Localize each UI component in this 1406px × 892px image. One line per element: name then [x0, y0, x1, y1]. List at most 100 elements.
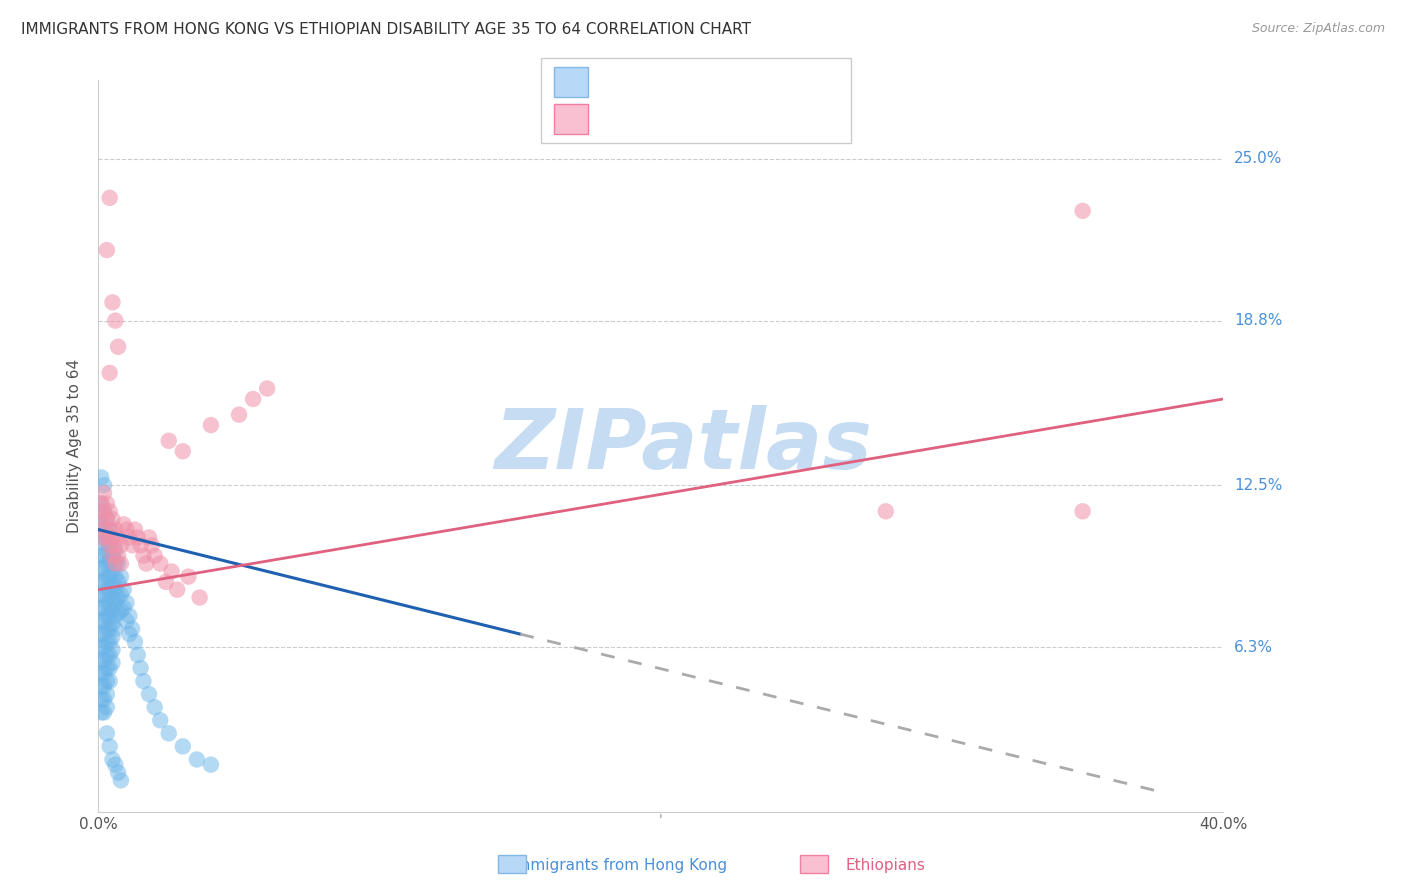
Point	[93, 627, 115, 641]
Point	[110, 588, 132, 602]
Point	[96, 557, 118, 571]
Point	[242, 392, 264, 406]
Point	[90, 601, 112, 615]
Point	[90, 692, 112, 706]
Point	[121, 622, 143, 636]
Point	[104, 523, 127, 537]
Point	[101, 549, 124, 563]
Text: 6.3%: 6.3%	[1234, 640, 1274, 655]
Point	[256, 382, 278, 396]
Point	[98, 523, 121, 537]
Point	[96, 635, 118, 649]
Point	[138, 530, 160, 544]
Point	[166, 582, 188, 597]
Point	[93, 614, 115, 628]
Point	[101, 565, 124, 579]
Point	[98, 366, 121, 380]
Point	[96, 674, 118, 689]
Point	[118, 627, 141, 641]
Point	[115, 614, 138, 628]
Point	[98, 648, 121, 662]
Point	[112, 517, 135, 532]
Point	[177, 569, 200, 583]
Point	[129, 661, 152, 675]
Point	[104, 608, 127, 623]
Point	[118, 530, 141, 544]
Text: -0.399: -0.399	[628, 74, 683, 89]
Point	[90, 496, 112, 510]
Point	[110, 538, 132, 552]
Point	[90, 666, 112, 681]
Text: 18.8%: 18.8%	[1234, 313, 1282, 328]
Point	[157, 726, 180, 740]
Point	[93, 588, 115, 602]
Point	[1071, 203, 1094, 218]
Y-axis label: Disability Age 35 to 64: Disability Age 35 to 64	[67, 359, 83, 533]
Text: R =: R =	[598, 74, 631, 89]
Point	[93, 601, 115, 615]
Point	[98, 661, 121, 675]
Point	[112, 601, 135, 615]
Point	[101, 752, 124, 766]
Point	[104, 543, 127, 558]
Point	[93, 549, 115, 563]
Point	[200, 418, 222, 433]
Point	[138, 687, 160, 701]
Point	[96, 648, 118, 662]
Point	[96, 569, 118, 583]
Point	[101, 295, 124, 310]
Text: 58: 58	[731, 112, 752, 127]
Point	[96, 726, 118, 740]
Point	[149, 557, 172, 571]
Point	[875, 504, 897, 518]
Point	[135, 557, 157, 571]
Point	[93, 692, 115, 706]
Point	[127, 648, 149, 662]
Point	[96, 608, 118, 623]
Point	[101, 630, 124, 644]
Text: N =: N =	[703, 112, 737, 127]
Point	[118, 608, 141, 623]
Point	[93, 535, 115, 549]
Point	[98, 596, 121, 610]
Text: Source: ZipAtlas.com: Source: ZipAtlas.com	[1251, 22, 1385, 36]
Point	[127, 530, 149, 544]
Point	[90, 562, 112, 576]
Point	[104, 569, 127, 583]
Point	[90, 530, 112, 544]
Point	[93, 504, 115, 518]
Point	[98, 622, 121, 636]
Point	[115, 596, 138, 610]
Point	[101, 577, 124, 591]
Point	[121, 538, 143, 552]
Point	[101, 530, 124, 544]
Point	[98, 538, 121, 552]
Point	[90, 653, 112, 667]
Point	[107, 557, 129, 571]
Point	[98, 191, 121, 205]
Text: 105: 105	[731, 74, 763, 89]
Point	[101, 591, 124, 605]
Point	[124, 635, 146, 649]
Point	[90, 679, 112, 693]
Point	[96, 622, 118, 636]
Point	[107, 549, 129, 563]
Point	[172, 444, 194, 458]
Point	[155, 574, 177, 589]
Point	[90, 470, 112, 484]
Point	[110, 773, 132, 788]
Point	[115, 523, 138, 537]
Point	[90, 640, 112, 655]
Point	[101, 642, 124, 657]
Point	[188, 591, 211, 605]
Point	[98, 504, 121, 518]
Point	[101, 549, 124, 563]
Point	[110, 604, 132, 618]
Point	[93, 706, 115, 720]
Point	[157, 434, 180, 448]
Text: IMMIGRANTS FROM HONG KONG VS ETHIOPIAN DISABILITY AGE 35 TO 64 CORRELATION CHART: IMMIGRANTS FROM HONG KONG VS ETHIOPIAN D…	[21, 22, 751, 37]
Point	[96, 530, 118, 544]
Point	[141, 538, 163, 552]
Text: Immigrants from Hong Kong: Immigrants from Hong Kong	[510, 858, 727, 872]
Point	[98, 608, 121, 623]
